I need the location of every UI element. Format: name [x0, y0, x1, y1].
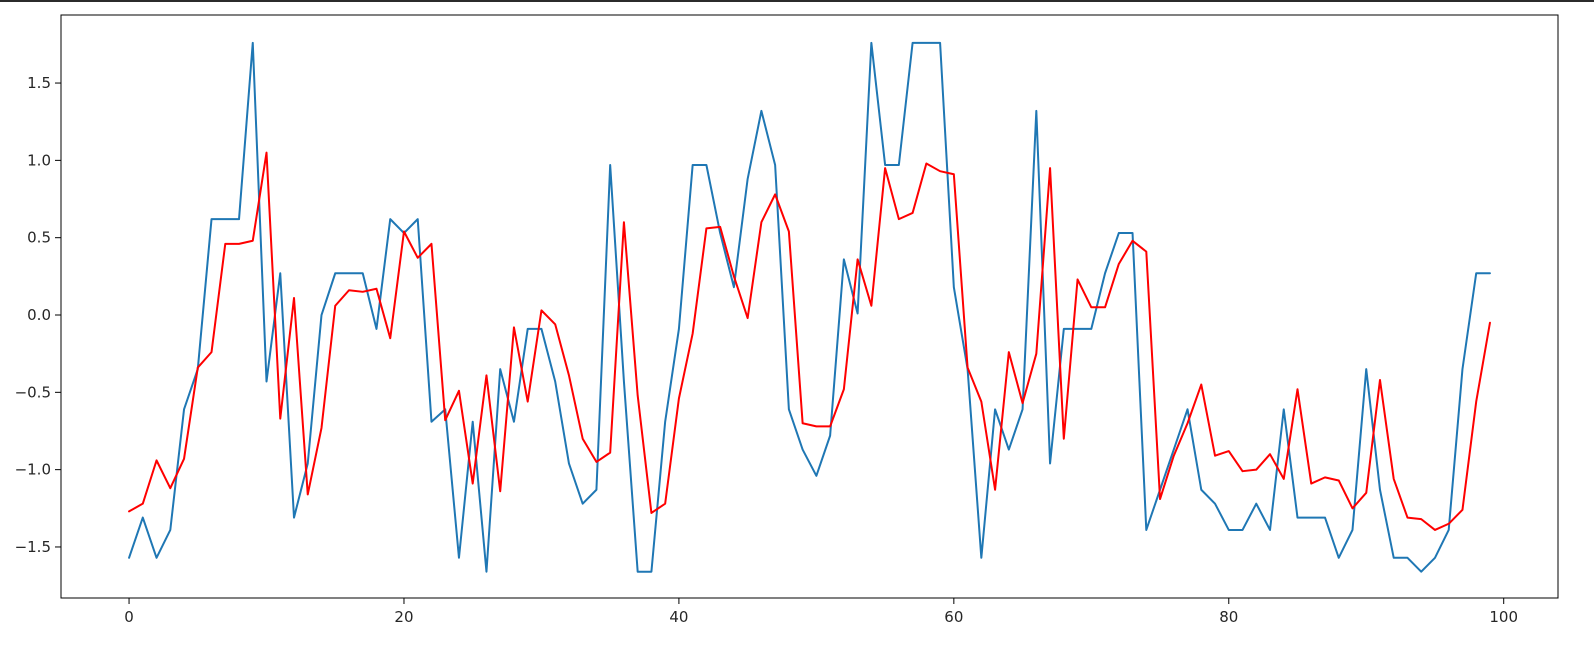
y-tick-label: 1.5: [27, 74, 51, 92]
y-tick-label: 0.5: [27, 229, 51, 247]
axes-frame: [60, 14, 1559, 599]
y-tick-label: −0.5: [15, 383, 51, 401]
y-tick-label: −1.0: [15, 461, 51, 479]
x-tick-label: 80: [1219, 608, 1238, 626]
plot-background: [61, 15, 1558, 598]
y-tick-label: 0.0: [27, 306, 51, 324]
x-tick-label: 60: [944, 608, 963, 626]
series-layer: [128, 41, 1491, 573]
x-tick-label: 40: [669, 608, 688, 626]
y-tick-label: −1.5: [15, 538, 51, 556]
y-tick-label: 1.0: [27, 151, 51, 169]
plot-area: [61, 15, 1558, 598]
series-line-1: [128, 151, 1491, 531]
x-tick-label: 100: [1489, 608, 1518, 626]
x-tick-label: 0: [124, 608, 134, 626]
axes-layer: 0 20 40 60 80 100 −1.5 −1.0 −0.5 0.0 0.5 1.0 1.5: [15, 14, 1559, 626]
top-border: [0, 0, 1594, 2]
x-tick-label: 20: [394, 608, 413, 626]
series-line-0: [128, 41, 1491, 573]
